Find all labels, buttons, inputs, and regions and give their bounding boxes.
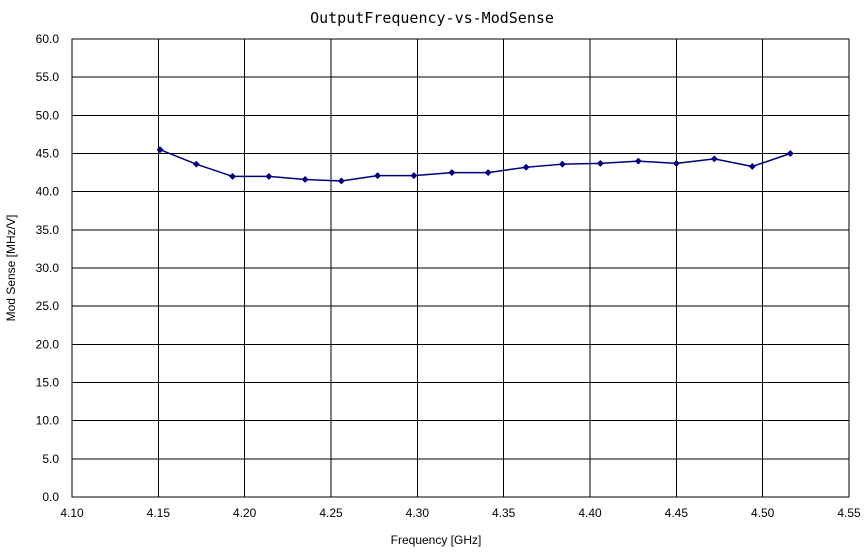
grid-lines (71, 38, 850, 498)
data-point (229, 172, 237, 180)
data-point (265, 172, 273, 180)
data-point (448, 169, 456, 177)
data-point (484, 169, 492, 177)
chart-title: OutputFrequency-vs-ModSense (310, 9, 554, 27)
data-point (748, 162, 756, 171)
series-line (159, 148, 792, 182)
data-point (301, 175, 309, 184)
y-tick-label: 5.0 (42, 452, 59, 466)
data-point (156, 146, 164, 154)
x-tick-label: 4.50 (751, 506, 775, 520)
data-point (710, 155, 718, 163)
data-series (156, 146, 794, 185)
y-tick-label: 0.0 (42, 490, 59, 504)
data-point (558, 160, 566, 168)
x-tick-label: 4.45 (665, 506, 689, 520)
y-tick-label: 10.0 (36, 414, 60, 428)
x-tick-label: 4.20 (233, 506, 257, 520)
data-point (786, 149, 794, 158)
y-axis-label: Mod Sense [MHz/V] (4, 215, 18, 322)
x-tick-label: 4.35 (492, 506, 516, 520)
y-tick-label: 40.0 (36, 185, 60, 199)
x-tick-label: 4.40 (578, 506, 602, 520)
y-tick-label: 25.0 (36, 299, 60, 313)
data-point (672, 159, 680, 167)
data-point (596, 159, 604, 167)
data-point (410, 172, 418, 180)
data-point (522, 163, 530, 171)
y-tick-label: 50.0 (36, 108, 60, 122)
x-tick-label: 4.30 (406, 506, 430, 520)
data-point (374, 172, 382, 180)
y-tick-label: 35.0 (36, 223, 60, 237)
y-axis-ticks: 0.0 5.0 10.0 15.0 20.0 25.0 30.0 35.0 40.0 45.0 50… (36, 32, 60, 504)
y-tick-label: 45.0 (36, 147, 60, 161)
y-tick-label: 60.0 (36, 32, 60, 46)
x-tick-label: 4.15 (147, 506, 171, 520)
y-tick-label: 55.0 (36, 70, 60, 84)
x-axis-label: Frequency [GHz] (391, 533, 482, 547)
y-tick-label: 30.0 (36, 261, 60, 275)
x-axis-ticks: 4.10 4.15 4.20 4.25 4.30 4.35 4.40 4.45 4.50 4.55 (60, 506, 861, 520)
y-tick-label: 15.0 (36, 376, 60, 390)
data-point (634, 157, 642, 165)
x-tick-label: 4.55 (837, 506, 861, 520)
x-tick-label: 4.25 (319, 506, 343, 520)
data-point (337, 177, 345, 185)
x-tick-label: 4.10 (60, 506, 84, 520)
plot-area (71, 38, 850, 498)
data-point (192, 160, 200, 168)
y-tick-label: 20.0 (36, 337, 60, 351)
